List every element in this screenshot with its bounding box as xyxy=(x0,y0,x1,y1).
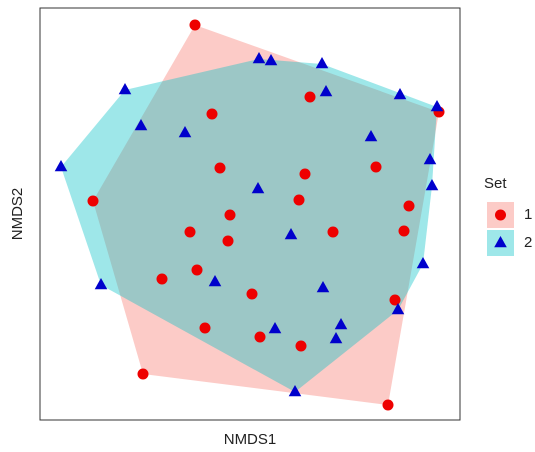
point xyxy=(364,130,378,142)
point xyxy=(295,340,307,352)
point xyxy=(284,228,298,240)
point xyxy=(304,91,316,103)
point xyxy=(178,126,192,138)
point xyxy=(319,85,333,97)
point xyxy=(327,226,339,238)
point xyxy=(391,303,405,315)
point xyxy=(206,108,218,120)
point xyxy=(398,225,410,237)
point xyxy=(425,179,439,191)
point xyxy=(224,209,236,221)
y-axis-title: NMDS2 xyxy=(9,188,26,241)
point xyxy=(393,88,407,100)
point xyxy=(134,119,148,131)
legend-symbol xyxy=(495,209,506,221)
point xyxy=(246,288,258,300)
point xyxy=(315,57,329,69)
legend-symbol xyxy=(494,236,507,248)
point xyxy=(191,264,203,276)
point xyxy=(430,100,444,112)
point xyxy=(329,332,343,344)
legend-label: 1 xyxy=(524,206,532,223)
point xyxy=(137,368,149,380)
point xyxy=(423,153,437,165)
point xyxy=(214,162,226,174)
point xyxy=(403,200,415,212)
point xyxy=(189,19,201,31)
point xyxy=(87,195,99,207)
point xyxy=(288,385,302,397)
point xyxy=(54,160,68,172)
point xyxy=(118,83,132,95)
point xyxy=(254,331,266,343)
point xyxy=(370,161,382,173)
point xyxy=(268,322,282,334)
point xyxy=(389,294,401,306)
point xyxy=(199,322,211,334)
point xyxy=(208,275,222,287)
point xyxy=(382,399,394,411)
point xyxy=(264,54,278,66)
plot-panel xyxy=(39,7,461,421)
point xyxy=(334,318,348,330)
point xyxy=(222,235,234,247)
legend-title: Set xyxy=(484,175,507,192)
legend-label: 2 xyxy=(524,234,532,251)
point xyxy=(94,278,108,290)
point xyxy=(299,168,311,180)
point xyxy=(293,194,305,206)
hull xyxy=(61,59,437,392)
point xyxy=(416,257,430,269)
point xyxy=(156,273,168,285)
point xyxy=(184,226,196,238)
point xyxy=(316,281,330,293)
point xyxy=(251,182,265,194)
point xyxy=(252,52,266,64)
x-axis-title: NMDS1 xyxy=(224,431,277,448)
hull xyxy=(93,25,439,405)
